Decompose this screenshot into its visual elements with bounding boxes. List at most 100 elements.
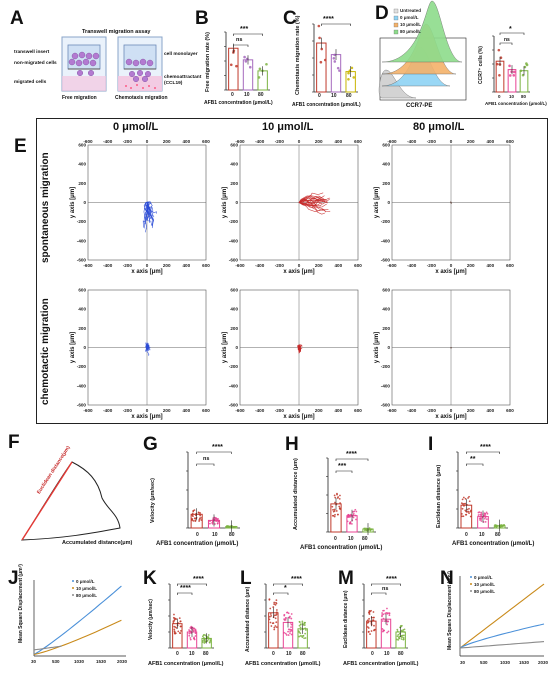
g-point <box>193 517 196 520</box>
m-point <box>372 619 375 622</box>
g-point <box>209 520 211 523</box>
d-sig-2: ns <box>504 37 510 43</box>
c-bar <box>330 54 342 93</box>
m-point <box>402 638 405 641</box>
l-point <box>283 631 285 634</box>
j-legend-0: 0 μmol/L <box>76 579 95 584</box>
label-transwell-insert: transwell insert <box>14 50 50 55</box>
l-ylabel: Accumulated distance (μm) <box>245 586 251 652</box>
trajectory <box>146 347 148 352</box>
e-ytick-label: 600 <box>382 288 390 293</box>
e-top-tick-label: -200 <box>427 139 437 144</box>
k-point <box>179 620 182 623</box>
l-point <box>290 623 293 626</box>
e-ytick-label: -600 <box>229 403 239 408</box>
c-point <box>333 60 337 63</box>
n-msd-curve <box>459 623 545 649</box>
l-point <box>273 626 276 629</box>
m-point <box>382 617 385 620</box>
e-xtick-label: 200 <box>467 263 475 268</box>
m-point <box>381 612 383 614</box>
l-point <box>272 606 275 608</box>
n-legend-dot <box>470 583 472 585</box>
e-ytick-label: 0 <box>387 200 390 205</box>
l-point <box>269 607 272 610</box>
n-legend-dot <box>470 590 472 592</box>
m-point <box>381 615 383 618</box>
l-point <box>298 624 301 627</box>
e-top-tick-label: 600 <box>354 139 362 144</box>
trajectory <box>298 196 321 205</box>
e-row-chemotactic: chemotactic migration <box>40 298 51 405</box>
l-point <box>290 613 293 615</box>
e-xtick-label: 200 <box>163 408 171 413</box>
i-point <box>466 503 469 506</box>
e-xtick-label: -600 <box>83 408 93 413</box>
l-point <box>274 603 277 606</box>
k-sig-2: **** <box>180 585 191 592</box>
c-point <box>338 69 341 72</box>
i-point <box>460 512 463 515</box>
n-tick-x1: 530 <box>480 660 488 665</box>
i-point <box>486 512 489 515</box>
e-xtick-label: -600 <box>83 263 93 268</box>
h-point <box>347 514 350 517</box>
e-ytick-label: 400 <box>382 307 390 312</box>
trajectory <box>145 344 148 348</box>
trajectory <box>297 344 300 348</box>
l-point <box>275 602 278 605</box>
n-msd-curve <box>459 583 545 649</box>
k-point <box>209 639 212 642</box>
l-point <box>299 632 302 635</box>
h-point <box>334 513 336 516</box>
l-point <box>287 612 290 615</box>
n-msd-curve <box>459 641 545 649</box>
panel-label-g: G <box>143 434 158 455</box>
l-point <box>270 614 273 617</box>
e-ytick-label: -200 <box>381 364 391 369</box>
e-xaxis-label: x axis [μm] <box>435 414 466 420</box>
trajectory <box>298 202 326 215</box>
trajectory <box>298 199 322 207</box>
c-tick-x1: 10 <box>331 93 337 99</box>
d2-bracket <box>499 42 513 45</box>
e-ytick-label: -600 <box>381 403 391 408</box>
j-tick-x0: 30 <box>31 659 37 664</box>
panel-label-l: L <box>240 568 252 589</box>
h-bracket <box>335 470 353 473</box>
panel-e-frame <box>36 118 548 424</box>
h-point <box>336 513 339 516</box>
m-point <box>369 610 371 613</box>
e-top-tick-label: 0 <box>450 139 453 144</box>
trajectory <box>298 199 328 204</box>
d-sig-1: * <box>509 26 512 33</box>
hist-curve <box>381 0 463 63</box>
e-xaxis-label: x axis [μm] <box>131 269 162 275</box>
d-ylabel2: CCR7⁺ cells (%) <box>478 46 484 84</box>
e-ytick-label: 0 <box>83 345 86 350</box>
c-point <box>352 76 356 79</box>
h-point <box>363 527 366 530</box>
g-point <box>194 514 197 517</box>
e-top-tick-label: 600 <box>506 139 514 144</box>
l-point <box>304 629 307 631</box>
panel-label-c: C <box>283 8 297 29</box>
e-ytick-label: 600 <box>230 143 238 148</box>
panel-label-i: I <box>428 434 434 455</box>
h-tick-x0: 0 <box>334 536 337 542</box>
l-point <box>273 601 276 604</box>
e-xtick-label: 400 <box>486 263 494 268</box>
m-point <box>398 637 401 640</box>
e-ytick-label: -200 <box>77 219 87 224</box>
l-point <box>304 637 307 639</box>
e-top-tick-label: 600 <box>202 139 210 144</box>
e-ytick-label: 0 <box>235 200 238 205</box>
c-point <box>319 60 323 64</box>
distance-sketch <box>21 461 121 541</box>
g-point <box>231 526 234 528</box>
e-top-tick-label: -400 <box>407 139 417 144</box>
i-point <box>464 502 467 505</box>
g-point <box>194 519 197 522</box>
l-point <box>273 603 276 605</box>
k-bracket <box>177 583 207 586</box>
